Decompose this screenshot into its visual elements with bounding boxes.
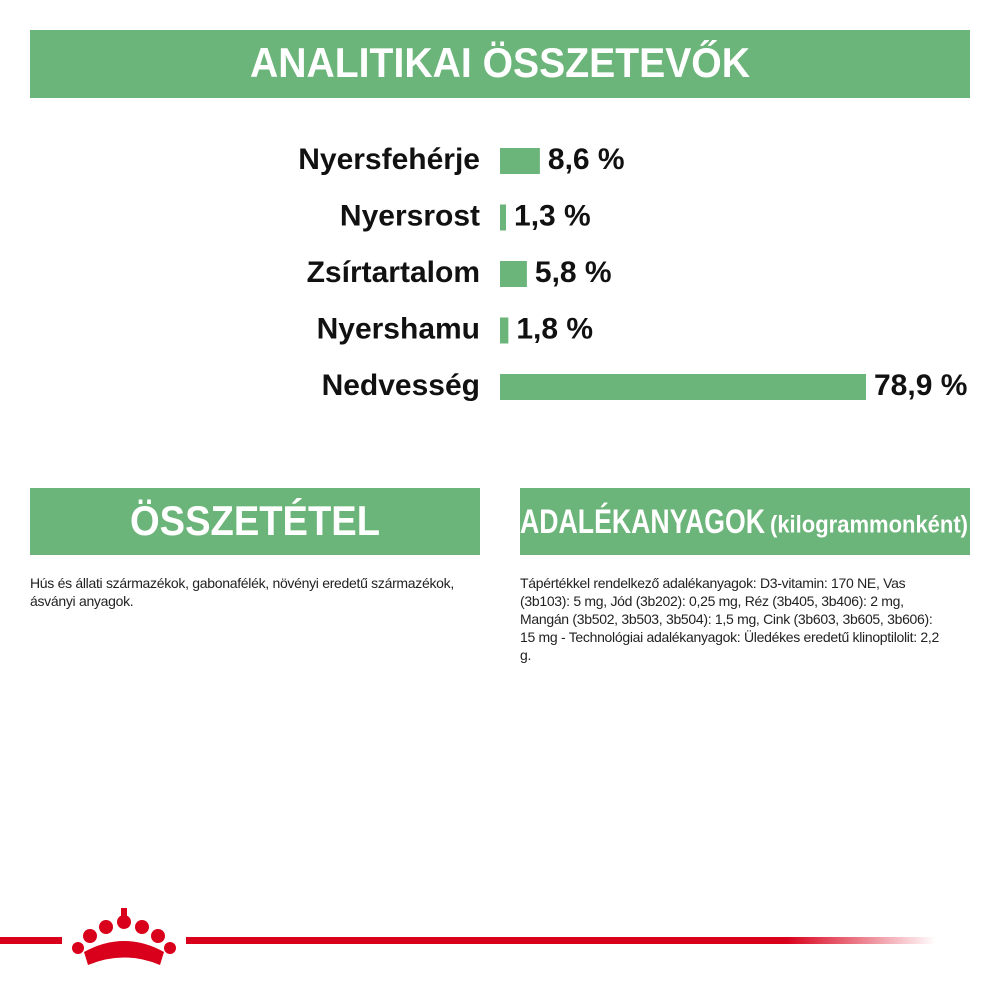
additives-title: ADALÉKANYAGOK — [520, 503, 765, 541]
composition-title: ÖSSZETÉTEL — [130, 497, 380, 544]
crown-logo — [72, 908, 176, 965]
bar — [500, 148, 540, 174]
value-label: 1,3 % — [514, 199, 591, 232]
category-label: Nyershamu — [317, 312, 480, 345]
bar — [500, 261, 527, 287]
category-label: Nyersrost — [340, 199, 480, 232]
bar-chart: Nyersfehérje 8,6 % Nyersrost 1,3 % Zsírtarta… — [298, 143, 967, 402]
additives-band — [520, 488, 970, 555]
category-label: Zsírtartalom — [307, 256, 480, 289]
value-label: 78,9 % — [874, 369, 967, 402]
footer-line — [0, 937, 62, 944]
value-label: 5,8 % — [535, 256, 612, 289]
value-label: 1,8 % — [516, 312, 593, 345]
bar — [500, 317, 509, 344]
composition-text: Hús és állati származékok, gabonafélék, … — [30, 575, 454, 609]
bar — [500, 204, 507, 231]
bar — [500, 374, 866, 400]
additives-subtitle: (kilogrammonként) — [770, 511, 968, 538]
composition-band — [30, 488, 480, 555]
value-label: 8,6 % — [548, 143, 625, 176]
category-label: Nedvesség — [322, 369, 480, 402]
additives-text: Tápértékkel rendelkező adalékanyagok: D3… — [520, 575, 939, 663]
category-label: Nyersfehérje — [298, 143, 480, 176]
header-title: ANALITIKAI ÖSSZETEVŐK — [250, 39, 750, 86]
header-band — [30, 30, 970, 98]
footer-line — [186, 937, 936, 944]
